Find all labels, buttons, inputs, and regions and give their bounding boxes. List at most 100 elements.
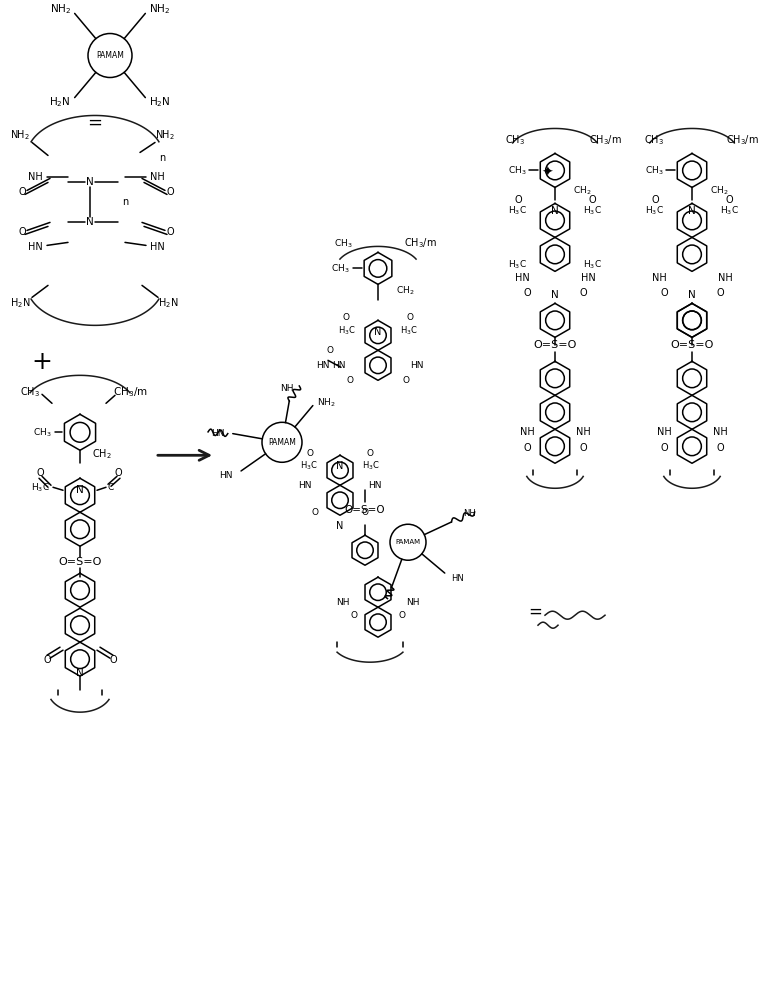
Text: NH$_2$: NH$_2$: [149, 2, 170, 16]
Text: H$_3$C: H$_3$C: [31, 481, 50, 494]
Text: CH$_3$/m: CH$_3$/m: [588, 134, 621, 147]
Text: O: O: [407, 313, 414, 322]
Text: PAMAM: PAMAM: [96, 51, 124, 60]
Text: H$_2$N: H$_2$N: [158, 296, 178, 310]
Text: HN: HN: [368, 481, 381, 490]
Text: O: O: [18, 227, 26, 237]
Text: N: N: [336, 521, 344, 531]
Text: HN: HN: [316, 361, 329, 370]
Text: HN: HN: [515, 273, 529, 283]
Text: O: O: [346, 376, 353, 385]
Text: H$_3$C: H$_3$C: [362, 459, 380, 472]
Text: +: +: [31, 350, 52, 374]
Text: O: O: [43, 655, 51, 665]
Text: NH: NH: [406, 598, 420, 607]
Text: NH: NH: [519, 427, 535, 437]
Text: H$_3$C: H$_3$C: [720, 204, 739, 217]
Text: O: O: [362, 508, 368, 517]
Text: O: O: [402, 376, 410, 385]
Text: C: C: [108, 483, 114, 492]
Text: CH$_3$: CH$_3$: [20, 385, 40, 399]
Text: HN: HN: [211, 429, 225, 438]
Text: O: O: [651, 195, 659, 205]
Text: N: N: [688, 290, 696, 300]
Text: NH: NH: [463, 509, 476, 518]
Text: NH: NH: [656, 427, 671, 437]
Text: N: N: [336, 461, 344, 471]
Text: HN: HN: [410, 361, 424, 370]
Text: HN: HN: [451, 574, 463, 583]
Text: H$_2$N: H$_2$N: [49, 95, 70, 109]
Text: =: =: [528, 603, 542, 621]
Text: O: O: [351, 611, 358, 620]
Text: O: O: [716, 443, 724, 453]
Text: H$_3$C: H$_3$C: [583, 258, 602, 271]
Text: O=S=O: O=S=O: [345, 505, 385, 515]
Text: n: n: [122, 197, 128, 207]
Text: CH$_2$: CH$_2$: [573, 184, 591, 197]
Text: PAMAM: PAMAM: [268, 438, 296, 447]
Text: N: N: [76, 668, 83, 678]
Text: O: O: [523, 443, 531, 453]
Text: O: O: [579, 288, 587, 298]
Text: O=S=O: O=S=O: [533, 340, 577, 350]
Text: =: =: [87, 113, 103, 131]
Text: O: O: [342, 313, 349, 322]
Text: H$_3$C: H$_3$C: [508, 204, 527, 217]
Text: HN: HN: [28, 242, 42, 252]
Text: O: O: [523, 288, 531, 298]
Text: H$_3$C: H$_3$C: [400, 324, 417, 337]
Text: n: n: [159, 153, 165, 163]
Text: O: O: [660, 288, 668, 298]
Text: O: O: [660, 443, 668, 453]
Text: O: O: [725, 195, 733, 205]
Text: N: N: [375, 327, 381, 337]
Text: HN: HN: [219, 471, 233, 480]
Text: NH$_2$: NH$_2$: [155, 129, 175, 142]
Text: O=S=O: O=S=O: [58, 557, 102, 567]
Text: NH: NH: [336, 598, 350, 607]
Text: CH$_2$: CH$_2$: [396, 284, 414, 297]
Text: H$_3$C: H$_3$C: [645, 204, 664, 217]
Text: CH$_3$: CH$_3$: [509, 164, 527, 177]
Text: O: O: [36, 468, 44, 478]
Text: CH$_3$/m: CH$_3$/m: [113, 385, 147, 399]
Text: O: O: [306, 449, 313, 458]
Text: NH$_2$: NH$_2$: [50, 2, 70, 16]
Text: N: N: [86, 217, 94, 227]
Text: CH$_3$: CH$_3$: [334, 237, 352, 250]
Text: NH: NH: [280, 384, 293, 393]
Text: NH: NH: [712, 427, 728, 437]
Text: O: O: [366, 449, 374, 458]
Text: CH$_3$/m: CH$_3$/m: [404, 237, 437, 250]
Text: O: O: [398, 611, 405, 620]
Text: N: N: [86, 177, 94, 187]
Text: O: O: [312, 508, 319, 517]
Text: H$_3$C: H$_3$C: [339, 324, 356, 337]
Text: N: N: [551, 290, 559, 300]
Text: NH: NH: [652, 273, 666, 283]
Text: O: O: [579, 443, 587, 453]
Text: NH$_2$: NH$_2$: [317, 396, 336, 409]
Text: N: N: [551, 206, 559, 216]
Text: CH$_3$: CH$_3$: [332, 262, 350, 275]
Text: ✦: ✦: [542, 165, 553, 179]
Text: NH: NH: [575, 427, 591, 437]
Text: CH$_3$: CH$_3$: [34, 426, 52, 439]
Text: O: O: [514, 195, 522, 205]
Text: H$_3$C: H$_3$C: [300, 459, 318, 472]
Text: H$_2$N: H$_2$N: [10, 296, 30, 310]
Text: NH: NH: [28, 172, 42, 182]
Text: HN: HN: [332, 361, 346, 370]
Text: CH$_2$: CH$_2$: [710, 184, 728, 197]
Text: HN: HN: [581, 273, 595, 283]
Text: H$_3$C: H$_3$C: [508, 258, 527, 271]
Text: CH$_3$: CH$_3$: [646, 164, 664, 177]
Text: O: O: [166, 187, 174, 197]
Text: O: O: [110, 655, 116, 665]
Text: O: O: [326, 346, 333, 355]
Text: CH$_2$: CH$_2$: [92, 447, 112, 461]
Text: H$_2$N: H$_2$N: [149, 95, 171, 109]
Text: PAMAM: PAMAM: [395, 539, 421, 545]
Text: H$_3$C: H$_3$C: [583, 204, 602, 217]
